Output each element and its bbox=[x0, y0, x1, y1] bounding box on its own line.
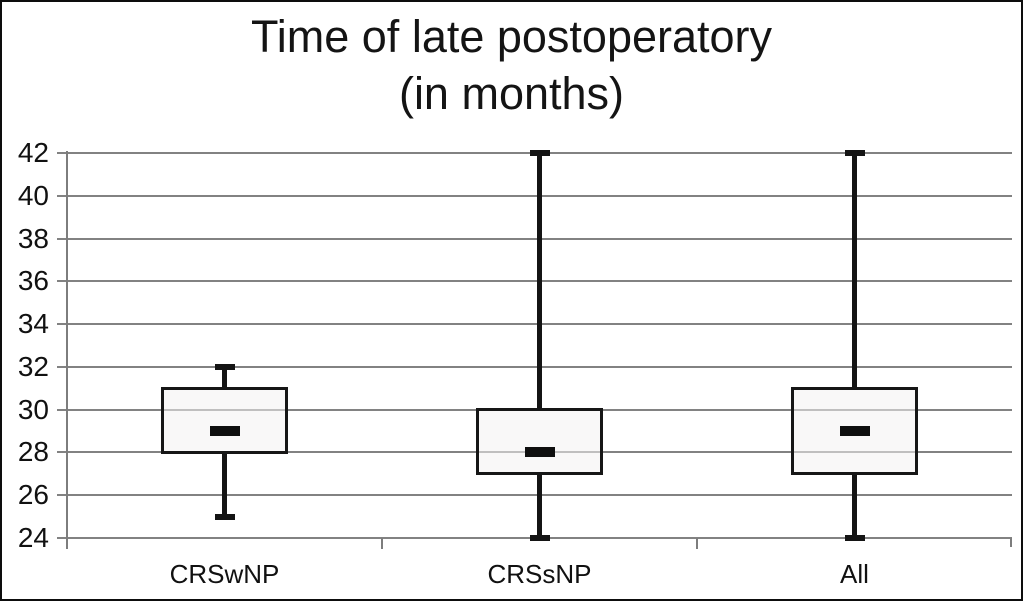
chart-title-line-1: Time of late postoperatory bbox=[250, 11, 773, 62]
whisker-lower-cap-All bbox=[844, 535, 865, 541]
y-tick-label-30: 30 bbox=[17, 393, 49, 425]
y-tick-label-38: 38 bbox=[17, 222, 49, 254]
y-axis-line bbox=[66, 151, 68, 549]
whisker-upper-cap-All bbox=[844, 150, 865, 156]
whisker-upper-cap-CRSwNP bbox=[214, 363, 235, 370]
gridline-y-32 bbox=[57, 365, 1012, 368]
x-axis-separator-tick-2 bbox=[696, 538, 698, 549]
y-tick-label-36: 36 bbox=[17, 265, 49, 297]
whisker-lower-cap-CRSsNP bbox=[529, 535, 550, 541]
whisker-upper-line-CRSwNP bbox=[222, 366, 227, 389]
box-CRSsNP bbox=[476, 408, 603, 476]
median-bar-All bbox=[839, 426, 870, 437]
whisker-lower-line-CRSsNP bbox=[537, 473, 542, 538]
y-tick-label-32: 32 bbox=[17, 350, 49, 382]
y-tick-label-24: 24 bbox=[17, 522, 49, 553]
gridline-y-36 bbox=[57, 280, 1012, 283]
x-axis-label-All: All bbox=[840, 559, 869, 589]
whisker-lower-line-CRSwNP bbox=[222, 452, 227, 517]
gridline-y-34 bbox=[57, 323, 1012, 326]
gridline-y-38 bbox=[57, 237, 1012, 240]
x-axis-end-tick bbox=[1010, 538, 1012, 547]
whisker-lower-line-All bbox=[852, 473, 857, 538]
x-axis-label-CRSwNP: CRSwNP bbox=[169, 559, 280, 589]
box-CRSwNP bbox=[161, 386, 288, 454]
median-bar-CRSwNP bbox=[209, 426, 240, 437]
chart-title: Time of late postoperatory (in months) bbox=[2, 8, 1021, 122]
x-axis-separator-tick-1 bbox=[381, 538, 383, 549]
y-tick-label-34: 34 bbox=[17, 308, 49, 340]
y-tick-label-42: 42 bbox=[17, 137, 49, 168]
x-axis-label-CRSsNP: CRSsNP bbox=[487, 559, 592, 589]
y-tick-label-26: 26 bbox=[17, 479, 49, 511]
gridline-y-26 bbox=[57, 494, 1012, 497]
whisker-upper-cap-CRSsNP bbox=[529, 150, 550, 156]
whisker-upper-line-All bbox=[852, 153, 857, 389]
gridline-y-40 bbox=[57, 194, 1012, 197]
median-bar-CRSsNP bbox=[524, 447, 555, 458]
chart-title-line-2: (in months) bbox=[398, 68, 625, 119]
whisker-upper-line-CRSsNP bbox=[537, 153, 542, 410]
y-tick-label-28: 28 bbox=[17, 436, 49, 468]
whisker-lower-cap-CRSwNP bbox=[214, 513, 235, 520]
y-tick-label-40: 40 bbox=[17, 179, 49, 211]
